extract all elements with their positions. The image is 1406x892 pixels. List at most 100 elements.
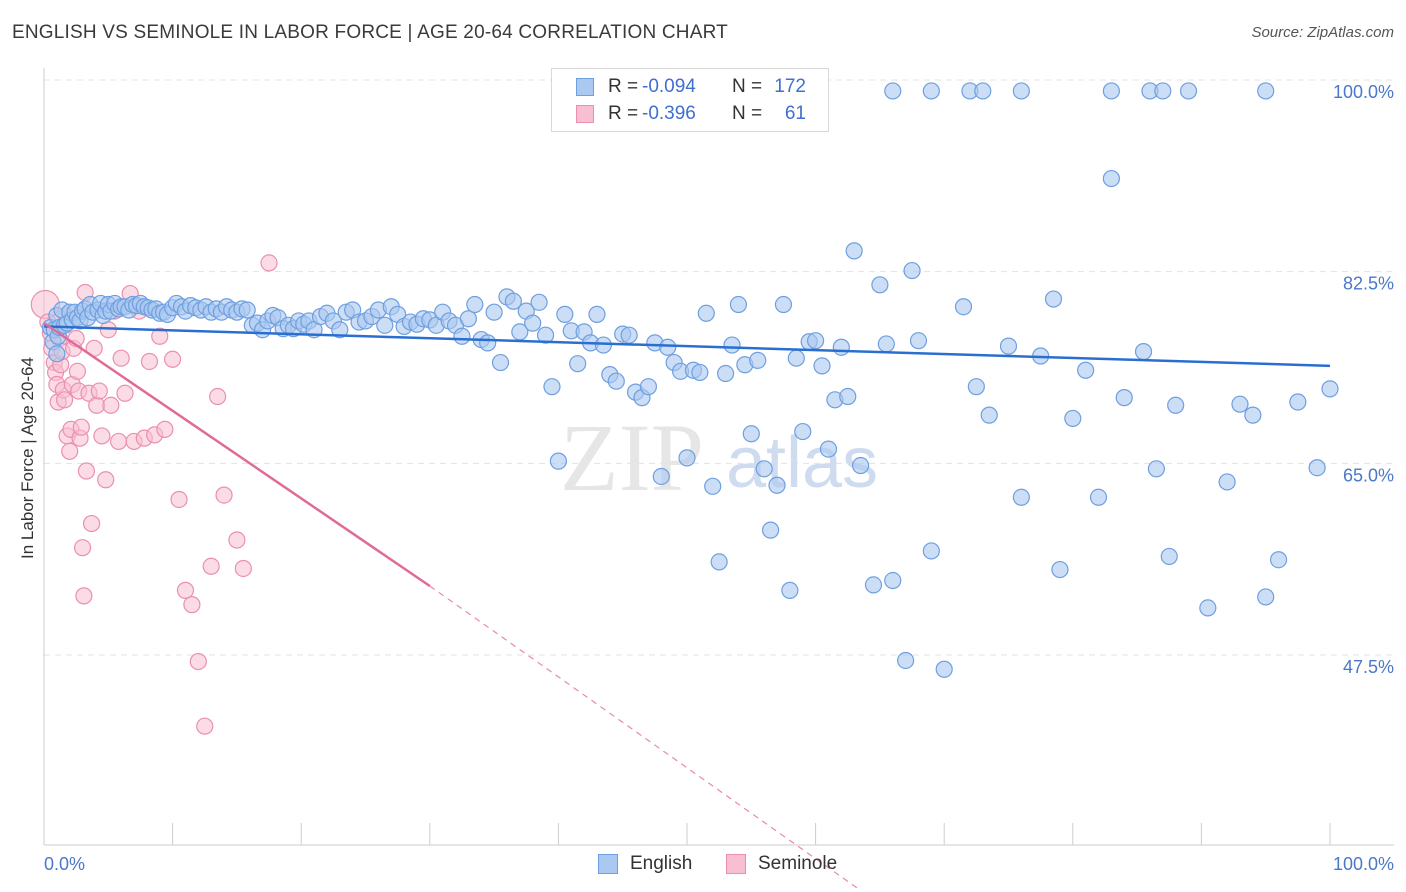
english-legend-swatch (598, 854, 618, 874)
seminole-point (170, 490, 188, 509)
english-point (479, 334, 497, 352)
english-point (588, 305, 606, 323)
english-point (543, 378, 561, 396)
english-point (1134, 343, 1153, 361)
english-point (704, 477, 722, 495)
seminole-point (189, 652, 207, 671)
seminole-r-value: -0.396 (642, 103, 696, 124)
seminole-point (116, 384, 134, 402)
y-tick-label: 100.0% (1333, 82, 1394, 102)
english-point (967, 378, 985, 396)
seminole-legend-swatch (726, 854, 746, 874)
english-point (871, 276, 889, 294)
english-point (1077, 361, 1095, 379)
english-point (749, 351, 767, 369)
english-point (742, 425, 760, 443)
seminole-n-label: N = (732, 103, 763, 124)
seminole-point (61, 442, 79, 460)
english-legend-label: English (630, 853, 693, 874)
english-point (813, 357, 831, 375)
english-point (1102, 169, 1120, 188)
english-point (922, 82, 940, 100)
english-n-value: 172 (774, 76, 806, 97)
english-point (1257, 588, 1275, 606)
x-tick-label-min: 0.0% (44, 854, 85, 874)
english-point (1218, 473, 1236, 491)
legend-item-english[interactable]: English (598, 852, 692, 876)
legend-row-seminole: R = -0.396 N = 61 (576, 102, 806, 126)
english-point (832, 338, 850, 356)
english-point (569, 355, 587, 373)
seminole-point (93, 427, 111, 445)
english-point (980, 406, 998, 424)
seminole-point (82, 514, 101, 533)
english-point (1321, 380, 1339, 398)
english-point (652, 467, 670, 486)
seminole-point (183, 596, 201, 614)
seminole-point (215, 486, 233, 504)
english-point (1012, 488, 1030, 506)
english-point (466, 295, 484, 314)
seminole-point (102, 396, 120, 414)
english-point (974, 82, 992, 100)
english-point (922, 542, 940, 560)
english-point (1012, 82, 1030, 100)
english-point (639, 378, 658, 396)
english-point (453, 327, 471, 345)
x-tick-label-max: 100.0% (1333, 854, 1394, 874)
english-trend-line (43, 325, 1331, 368)
legend-row-english: R = -0.094 N = 172 (576, 75, 806, 99)
english-point (864, 576, 883, 594)
seminole-point (164, 350, 182, 368)
y-tick-label: 47.5% (1343, 657, 1394, 677)
english-point (716, 364, 735, 383)
english-point (877, 335, 895, 353)
english-point (768, 476, 786, 494)
english-point (536, 326, 555, 344)
english-point (755, 460, 773, 478)
english-point (691, 363, 709, 382)
axes (43, 68, 1394, 846)
english-point (845, 242, 863, 260)
seminole-point (90, 382, 108, 400)
english-point (1231, 395, 1249, 413)
english-point (794, 422, 812, 441)
english-point (376, 316, 394, 334)
seminole-r-label: R = (608, 103, 639, 124)
seminole-point (55, 391, 74, 409)
seminole-trend-line (43, 322, 431, 588)
english-point (884, 82, 902, 100)
seminole-point (151, 327, 169, 345)
seminole-point (234, 559, 252, 578)
english-point (806, 332, 825, 350)
english-point (729, 295, 748, 314)
seminole-swatch (576, 105, 594, 123)
english-point (1308, 459, 1326, 477)
seminole-point (68, 362, 87, 380)
english-point (485, 303, 503, 321)
english-point (556, 305, 574, 323)
english-point (1147, 460, 1165, 478)
english-point (607, 372, 625, 390)
english-point (620, 326, 638, 344)
english-point (723, 336, 741, 354)
english-point (852, 456, 870, 475)
correlation-legend: R = -0.094 N = 172 R = -0.396 N = 61 (551, 68, 829, 132)
english-point (1051, 560, 1069, 579)
english-point (1257, 82, 1275, 100)
english-point (549, 452, 568, 470)
legend-item-seminole[interactable]: Seminole (726, 852, 837, 876)
seminole-legend-label: Seminole (758, 853, 838, 874)
english-point (954, 298, 973, 316)
grid-lines (44, 79, 1394, 656)
english-point (999, 337, 1018, 355)
english-r-label: R = (608, 76, 639, 97)
english-point (659, 338, 677, 356)
english-points (41, 82, 1339, 678)
seminole-point (75, 587, 93, 605)
english-point (781, 581, 799, 599)
english-point (1102, 82, 1120, 100)
english-r-value: -0.094 (642, 76, 696, 97)
seminole-point (202, 557, 220, 575)
